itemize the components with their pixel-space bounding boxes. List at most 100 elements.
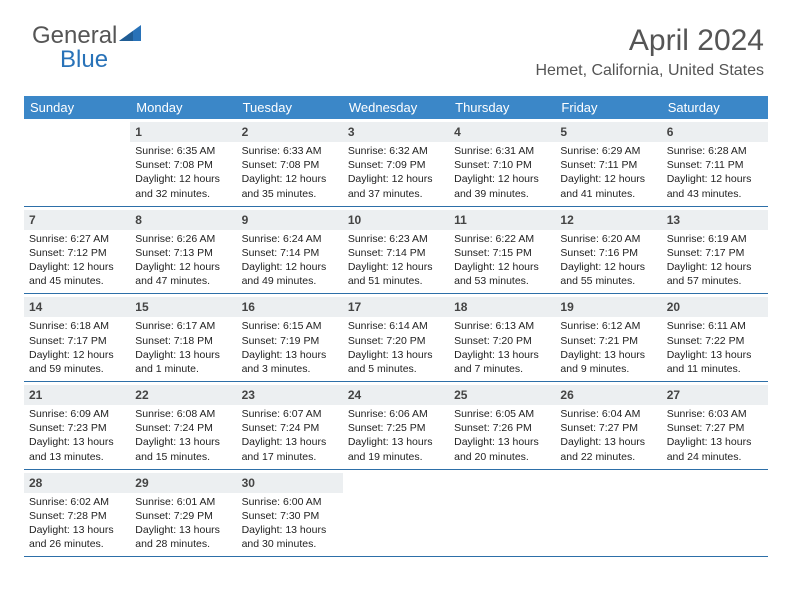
day-number: 27 (667, 388, 680, 402)
sunrise-line: Sunrise: 6:01 AM (135, 495, 231, 509)
day-number: 13 (667, 213, 680, 227)
daylight-line-1: Daylight: 13 hours (135, 523, 231, 537)
day-number: 18 (454, 300, 467, 314)
sunrise-line: Sunrise: 6:13 AM (454, 319, 550, 333)
sunset-line: Sunset: 7:24 PM (242, 421, 338, 435)
day-details: Sunrise: 6:29 AMSunset: 7:11 PMDaylight:… (560, 144, 656, 201)
daylight-line-2: and 53 minutes. (454, 274, 550, 288)
daylight-line-2: and 26 minutes. (29, 537, 125, 551)
daylight-line-2: and 28 minutes. (135, 537, 231, 551)
day-number: 22 (135, 388, 148, 402)
daylight-line-1: Daylight: 13 hours (348, 348, 444, 362)
calendar-day (449, 470, 555, 557)
calendar-grid: SundayMondayTuesdayWednesdayThursdayFrid… (24, 96, 768, 557)
day-details: Sunrise: 6:12 AMSunset: 7:21 PMDaylight:… (560, 319, 656, 376)
sunset-line: Sunset: 7:22 PM (667, 334, 763, 348)
daylight-line-2: and 32 minutes. (135, 187, 231, 201)
day-number: 4 (454, 125, 461, 139)
day-number-band: 12 (555, 210, 661, 230)
sunset-line: Sunset: 7:12 PM (29, 246, 125, 260)
day-number-band: 17 (343, 297, 449, 317)
calendar-week: 7Sunrise: 6:27 AMSunset: 7:12 PMDaylight… (24, 207, 768, 295)
day-number: 7 (29, 213, 36, 227)
daylight-line-2: and 5 minutes. (348, 362, 444, 376)
day-details: Sunrise: 6:05 AMSunset: 7:26 PMDaylight:… (454, 407, 550, 464)
daylight-line-1: Daylight: 13 hours (454, 435, 550, 449)
sunrise-line: Sunrise: 6:22 AM (454, 232, 550, 246)
sunset-line: Sunset: 7:11 PM (667, 158, 763, 172)
sunset-line: Sunset: 7:14 PM (348, 246, 444, 260)
sunrise-line: Sunrise: 6:07 AM (242, 407, 338, 421)
daylight-line-1: Daylight: 13 hours (242, 348, 338, 362)
day-number-band: 20 (662, 297, 768, 317)
day-details: Sunrise: 6:15 AMSunset: 7:19 PMDaylight:… (242, 319, 338, 376)
day-number: 24 (348, 388, 361, 402)
daylight-line-1: Daylight: 12 hours (454, 172, 550, 186)
sunrise-line: Sunrise: 6:20 AM (560, 232, 656, 246)
daylight-line-2: and 30 minutes. (242, 537, 338, 551)
day-number-band: 9 (237, 210, 343, 230)
day-details: Sunrise: 6:35 AMSunset: 7:08 PMDaylight:… (135, 144, 231, 201)
sunset-line: Sunset: 7:27 PM (667, 421, 763, 435)
sunrise-line: Sunrise: 6:23 AM (348, 232, 444, 246)
daylight-line-1: Daylight: 12 hours (560, 172, 656, 186)
daylight-line-1: Daylight: 12 hours (348, 260, 444, 274)
sunrise-line: Sunrise: 6:27 AM (29, 232, 125, 246)
daylight-line-1: Daylight: 13 hours (560, 348, 656, 362)
sunset-line: Sunset: 7:27 PM (560, 421, 656, 435)
daylight-line-1: Daylight: 12 hours (29, 348, 125, 362)
day-number-band: 6 (662, 122, 768, 142)
day-details: Sunrise: 6:07 AMSunset: 7:24 PMDaylight:… (242, 407, 338, 464)
daylight-line-2: and 15 minutes. (135, 450, 231, 464)
day-number-band: 19 (555, 297, 661, 317)
day-number: 12 (560, 213, 573, 227)
daylight-line-2: and 55 minutes. (560, 274, 656, 288)
sunset-line: Sunset: 7:08 PM (135, 158, 231, 172)
day-number-band: 22 (130, 385, 236, 405)
day-number: 5 (560, 125, 567, 139)
calendar-day: 11Sunrise: 6:22 AMSunset: 7:15 PMDayligh… (449, 207, 555, 294)
sunrise-line: Sunrise: 6:31 AM (454, 144, 550, 158)
day-number: 6 (667, 125, 674, 139)
day-number-band: 2 (237, 122, 343, 142)
sunset-line: Sunset: 7:17 PM (29, 334, 125, 348)
daylight-line-1: Daylight: 13 hours (667, 348, 763, 362)
logo-text-2: Blue (60, 46, 108, 74)
daylight-line-2: and 20 minutes. (454, 450, 550, 464)
calendar-day (24, 119, 130, 206)
sunrise-line: Sunrise: 6:04 AM (560, 407, 656, 421)
day-number-band: 16 (237, 297, 343, 317)
daylight-line-1: Daylight: 13 hours (29, 523, 125, 537)
day-number-band: 1 (130, 122, 236, 142)
sunrise-line: Sunrise: 6:15 AM (242, 319, 338, 333)
day-number: 30 (242, 476, 255, 490)
calendar-day: 2Sunrise: 6:33 AMSunset: 7:08 PMDaylight… (237, 119, 343, 206)
day-number-band: 28 (24, 473, 130, 493)
calendar-day: 15Sunrise: 6:17 AMSunset: 7:18 PMDayligh… (130, 294, 236, 381)
day-number-band: 27 (662, 385, 768, 405)
day-number-band: 21 (24, 385, 130, 405)
day-number: 8 (135, 213, 142, 227)
day-details: Sunrise: 6:03 AMSunset: 7:27 PMDaylight:… (667, 407, 763, 464)
day-details: Sunrise: 6:02 AMSunset: 7:28 PMDaylight:… (29, 495, 125, 552)
calendar-day: 28Sunrise: 6:02 AMSunset: 7:28 PMDayligh… (24, 470, 130, 557)
daylight-line-1: Daylight: 12 hours (242, 260, 338, 274)
calendar-day: 4Sunrise: 6:31 AMSunset: 7:10 PMDaylight… (449, 119, 555, 206)
sunrise-line: Sunrise: 6:33 AM (242, 144, 338, 158)
dow-wednesday: Wednesday (343, 96, 449, 119)
calendar-day: 7 Sunrise: 6:27 AMSunset: 7:12 PMDaylight… (24, 207, 130, 294)
daylight-line-2: and 47 minutes. (135, 274, 231, 288)
daylight-line-1: Daylight: 13 hours (560, 435, 656, 449)
sunrise-line: Sunrise: 6:02 AM (29, 495, 125, 509)
day-details: Sunrise: 6:00 AMSunset: 7:30 PMDaylight:… (242, 495, 338, 552)
day-number-band: 25 (449, 385, 555, 405)
day-details: Sunrise: 6:04 AMSunset: 7:27 PMDaylight:… (560, 407, 656, 464)
sunset-line: Sunset: 7:17 PM (667, 246, 763, 260)
day-number: 21 (29, 388, 42, 402)
calendar-day: 12Sunrise: 6:20 AMSunset: 7:16 PMDayligh… (555, 207, 661, 294)
daylight-line-1: Daylight: 12 hours (29, 260, 125, 274)
daylight-line-2: and 24 minutes. (667, 450, 763, 464)
day-details: Sunrise: 6:01 AMSunset: 7:29 PMDaylight:… (135, 495, 231, 552)
calendar-day: 19Sunrise: 6:12 AMSunset: 7:21 PMDayligh… (555, 294, 661, 381)
calendar-day: 21Sunrise: 6:09 AMSunset: 7:23 PMDayligh… (24, 382, 130, 469)
